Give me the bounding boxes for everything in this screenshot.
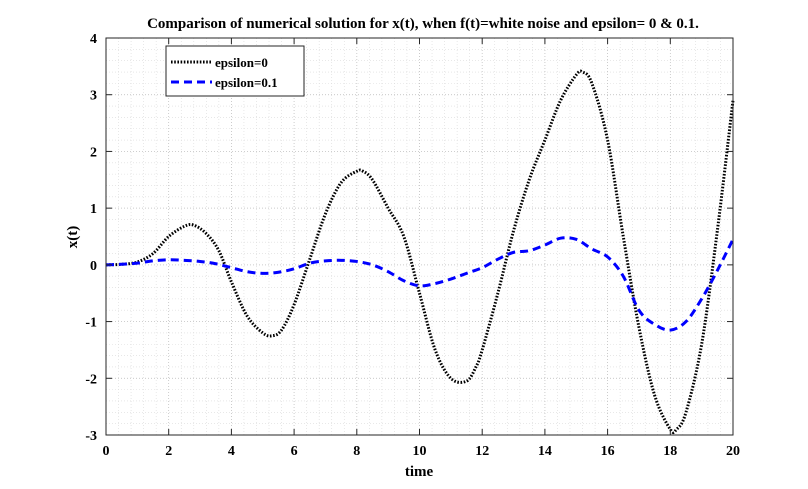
legend-label-epsilon-0-1: epsilon=0.1 (215, 75, 278, 90)
legend-box (165, 45, 305, 97)
x-tick-label: 20 (726, 444, 740, 459)
y-tick-labels: -3 -2 -1 0 1 2 3 4 (85, 32, 97, 444)
x-tick-label: 18 (663, 444, 677, 459)
legend: epsilon=0 epsilon=0.1 (165, 45, 305, 97)
y-tick-label: 2 (90, 145, 97, 160)
x-tick-label: 0 (103, 444, 110, 459)
x-tick-labels: 0 2 4 6 8 10 12 14 16 18 20 (103, 444, 741, 459)
chart-title: Comparison of numerical solution for x(t… (147, 16, 699, 32)
x-tick-label: 4 (228, 444, 235, 459)
series-line-0 (105, 69, 735, 435)
series-line-1 (105, 236, 735, 332)
x-tick-label: 10 (413, 444, 427, 459)
x-tick-label: 6 (291, 444, 298, 459)
x-tick-label: 2 (165, 444, 172, 459)
series-layer (105, 69, 735, 435)
y-tick-label: 1 (90, 202, 97, 217)
x-tick-label: 8 (353, 444, 360, 459)
y-tick-label: -2 (85, 372, 97, 387)
y-axis-label: x(t) (65, 226, 81, 249)
y-tick-label: 3 (90, 89, 97, 104)
x-tick-label: 12 (475, 444, 489, 459)
y-tick-label: 4 (90, 32, 97, 47)
x-axis-label: time (405, 464, 434, 480)
legend-label-epsilon-0: epsilon=0 (215, 55, 268, 70)
y-tick-label: 0 (90, 259, 97, 274)
y-tick-label: -3 (85, 429, 97, 444)
y-tick-label: -1 (85, 316, 97, 331)
x-tick-label: 16 (601, 444, 615, 459)
x-tick-label: 14 (538, 444, 552, 459)
tick-marks (105, 37, 734, 436)
